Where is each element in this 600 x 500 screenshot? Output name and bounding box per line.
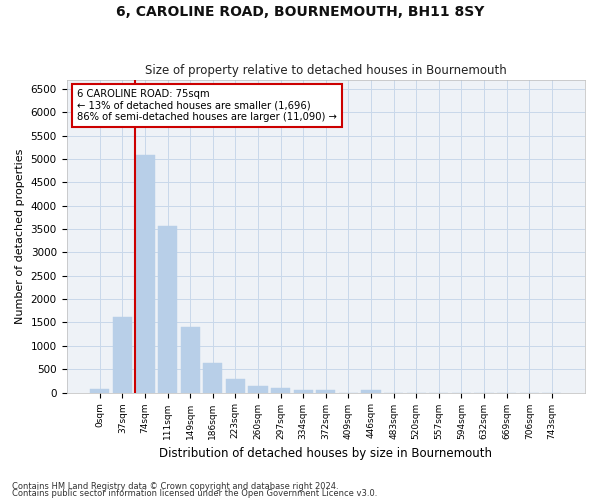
Title: Size of property relative to detached houses in Bournemouth: Size of property relative to detached ho…: [145, 64, 506, 77]
Bar: [361, 390, 380, 392]
Text: 6 CAROLINE ROAD: 75sqm
← 13% of detached houses are smaller (1,696)
86% of semi-: 6 CAROLINE ROAD: 75sqm ← 13% of detached…: [77, 89, 337, 122]
Bar: [226, 378, 245, 392]
Bar: [181, 327, 200, 392]
Bar: [271, 388, 290, 392]
Bar: [90, 389, 109, 392]
Bar: [316, 390, 335, 392]
Bar: [136, 156, 155, 392]
Bar: [203, 364, 223, 392]
Y-axis label: Number of detached properties: Number of detached properties: [15, 148, 25, 324]
Text: Contains HM Land Registry data © Crown copyright and database right 2024.: Contains HM Land Registry data © Crown c…: [12, 482, 338, 491]
Text: Contains public sector information licensed under the Open Government Licence v3: Contains public sector information licen…: [12, 489, 377, 498]
Bar: [113, 316, 132, 392]
Bar: [158, 226, 177, 392]
X-axis label: Distribution of detached houses by size in Bournemouth: Distribution of detached houses by size …: [159, 447, 492, 460]
Text: 6, CAROLINE ROAD, BOURNEMOUTH, BH11 8SY: 6, CAROLINE ROAD, BOURNEMOUTH, BH11 8SY: [116, 5, 484, 19]
Bar: [248, 386, 268, 392]
Bar: [293, 390, 313, 392]
